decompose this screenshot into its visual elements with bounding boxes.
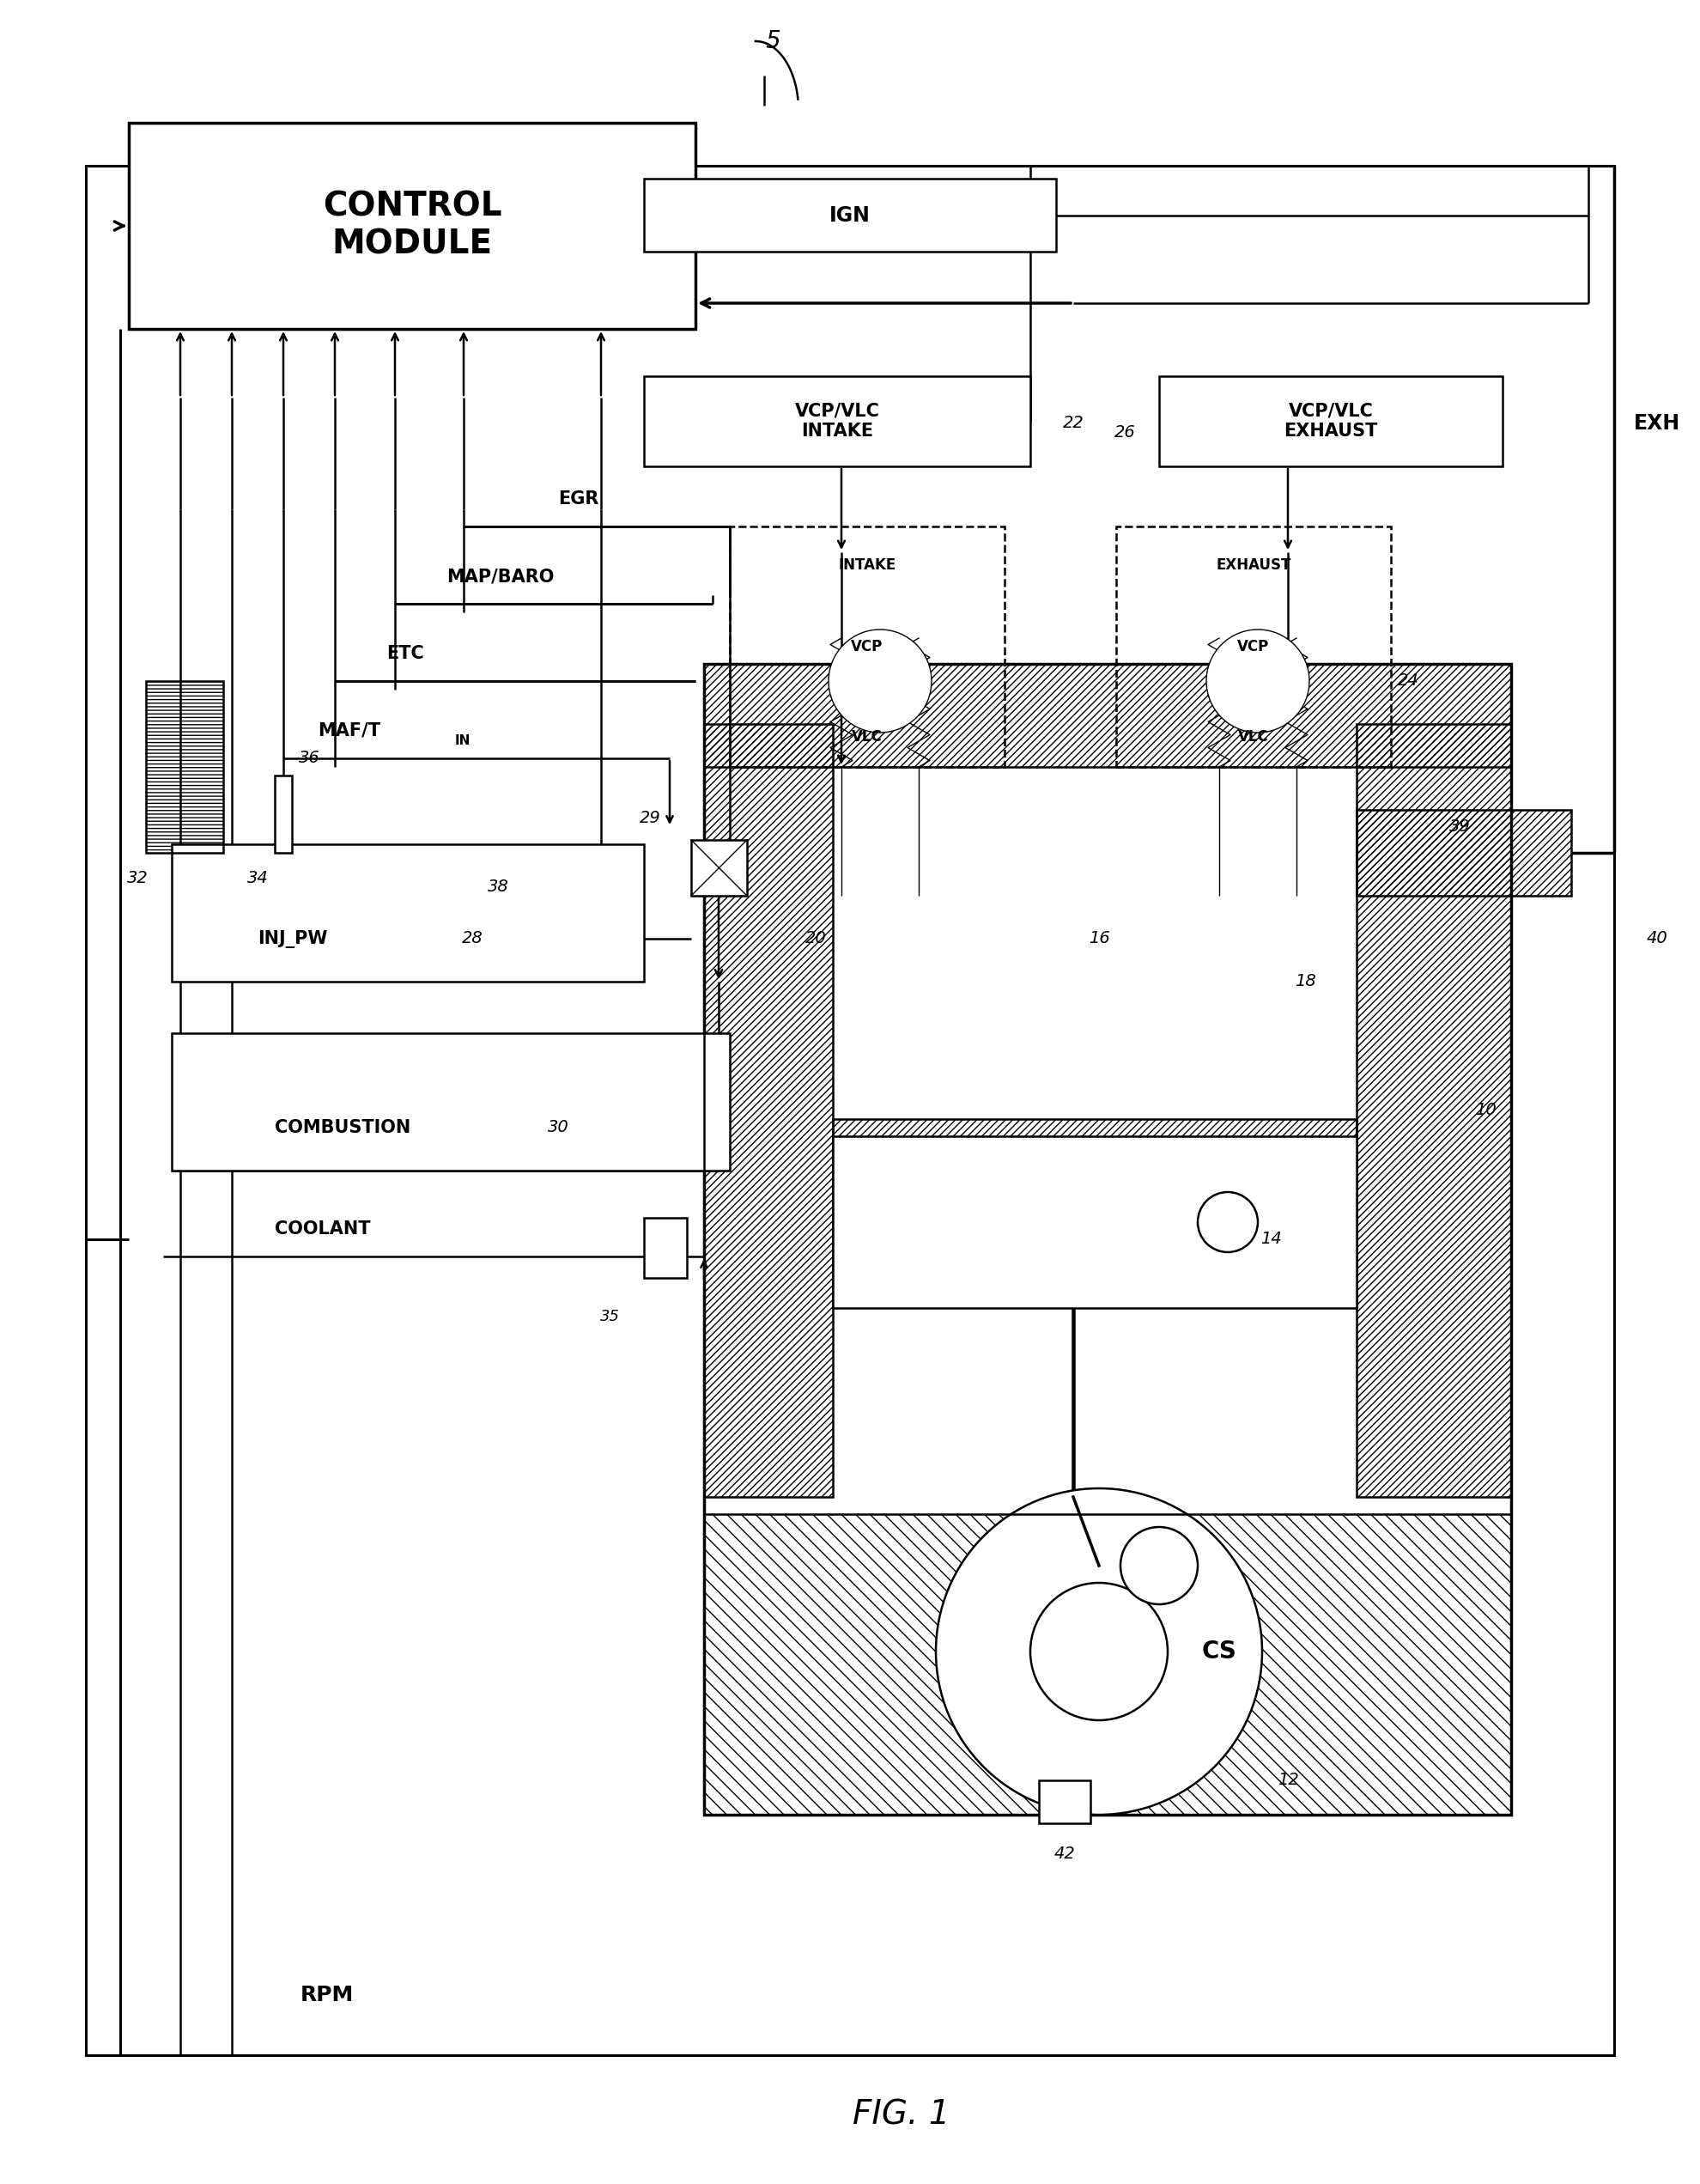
- Bar: [704, 723, 833, 1496]
- Text: CONTROL
MODULE: CONTROL MODULE: [323, 190, 501, 262]
- Circle shape: [1120, 1527, 1198, 1605]
- Text: INJ_PW: INJ_PW: [258, 930, 328, 948]
- Text: IN: IN: [456, 734, 471, 747]
- Text: 42: 42: [1054, 1845, 1076, 1861]
- Text: COMBUSTION: COMBUSTION: [275, 1118, 411, 1136]
- Text: 5: 5: [765, 28, 780, 52]
- Bar: [644, 376, 1030, 467]
- Bar: [729, 526, 1005, 767]
- Text: RPM: RPM: [301, 1985, 354, 2005]
- Text: COOLANT: COOLANT: [275, 1221, 371, 1238]
- Bar: [833, 767, 1357, 1496]
- Text: 28: 28: [462, 930, 483, 948]
- Circle shape: [1207, 629, 1309, 732]
- Text: VLC: VLC: [1238, 729, 1268, 745]
- Text: INTAKE: INTAKE: [838, 557, 896, 572]
- Text: 14: 14: [1260, 1232, 1282, 1247]
- Text: FIG. 1: FIG. 1: [853, 2099, 950, 2132]
- Bar: [704, 664, 1511, 1815]
- Text: 34: 34: [246, 871, 269, 887]
- Text: 10: 10: [1474, 1103, 1496, 1118]
- Bar: [1159, 376, 1503, 467]
- Bar: [172, 845, 644, 981]
- Circle shape: [937, 1487, 1261, 1815]
- Bar: [1357, 723, 1511, 1496]
- Bar: [146, 681, 223, 852]
- Bar: [704, 664, 1511, 767]
- Text: EGR: EGR: [558, 491, 598, 507]
- Text: 35: 35: [600, 1308, 619, 1324]
- Text: 36: 36: [299, 749, 320, 767]
- Bar: [87, 166, 1613, 2055]
- Bar: [1357, 723, 1511, 1496]
- Bar: [704, 1514, 1511, 1815]
- Text: VLC: VLC: [852, 729, 882, 745]
- Text: MAP/BARO: MAP/BARO: [447, 568, 554, 585]
- Text: CS: CS: [1202, 1640, 1236, 1664]
- Text: EXH: EXH: [1634, 413, 1680, 435]
- Circle shape: [828, 629, 932, 732]
- Text: 22: 22: [1062, 415, 1085, 432]
- Bar: [1039, 1780, 1090, 1824]
- Text: 30: 30: [547, 1120, 570, 1136]
- Bar: [1357, 810, 1571, 895]
- Bar: [275, 775, 292, 852]
- Bar: [692, 841, 746, 895]
- Circle shape: [1030, 1583, 1168, 1721]
- Bar: [704, 723, 833, 1496]
- Bar: [704, 1514, 1511, 1815]
- Text: VCP: VCP: [1238, 640, 1270, 655]
- Bar: [644, 179, 1056, 251]
- Text: 18: 18: [1294, 974, 1316, 989]
- Bar: [833, 1136, 1357, 1308]
- Circle shape: [1198, 1192, 1258, 1251]
- Bar: [129, 122, 695, 330]
- Text: 29: 29: [639, 810, 661, 826]
- Bar: [833, 1118, 1357, 1171]
- Text: 39: 39: [1448, 819, 1470, 834]
- Text: IGN: IGN: [830, 205, 870, 225]
- Text: 38: 38: [488, 878, 508, 895]
- Bar: [1357, 810, 1571, 895]
- Text: EXHAUST: EXHAUST: [1216, 557, 1290, 572]
- Bar: [644, 1219, 687, 1278]
- Text: VCP/VLC
INTAKE: VCP/VLC INTAKE: [794, 402, 879, 439]
- Bar: [704, 664, 1511, 767]
- Bar: [172, 1033, 729, 1171]
- Text: VCP: VCP: [852, 640, 884, 655]
- Text: 26: 26: [1114, 424, 1136, 441]
- Text: 20: 20: [806, 930, 826, 948]
- Text: 24: 24: [1397, 673, 1420, 690]
- Bar: [146, 681, 223, 852]
- Text: 32: 32: [128, 871, 148, 887]
- Text: 16: 16: [1088, 930, 1110, 948]
- Bar: [833, 1118, 1357, 1171]
- Text: VCP/VLC
EXHAUST: VCP/VLC EXHAUST: [1284, 402, 1377, 439]
- Text: 12: 12: [1277, 1771, 1299, 1789]
- Bar: [1117, 526, 1391, 767]
- Text: 40: 40: [1646, 930, 1668, 948]
- Text: ETC: ETC: [386, 644, 423, 662]
- Text: MAF/T: MAF/T: [318, 723, 381, 740]
